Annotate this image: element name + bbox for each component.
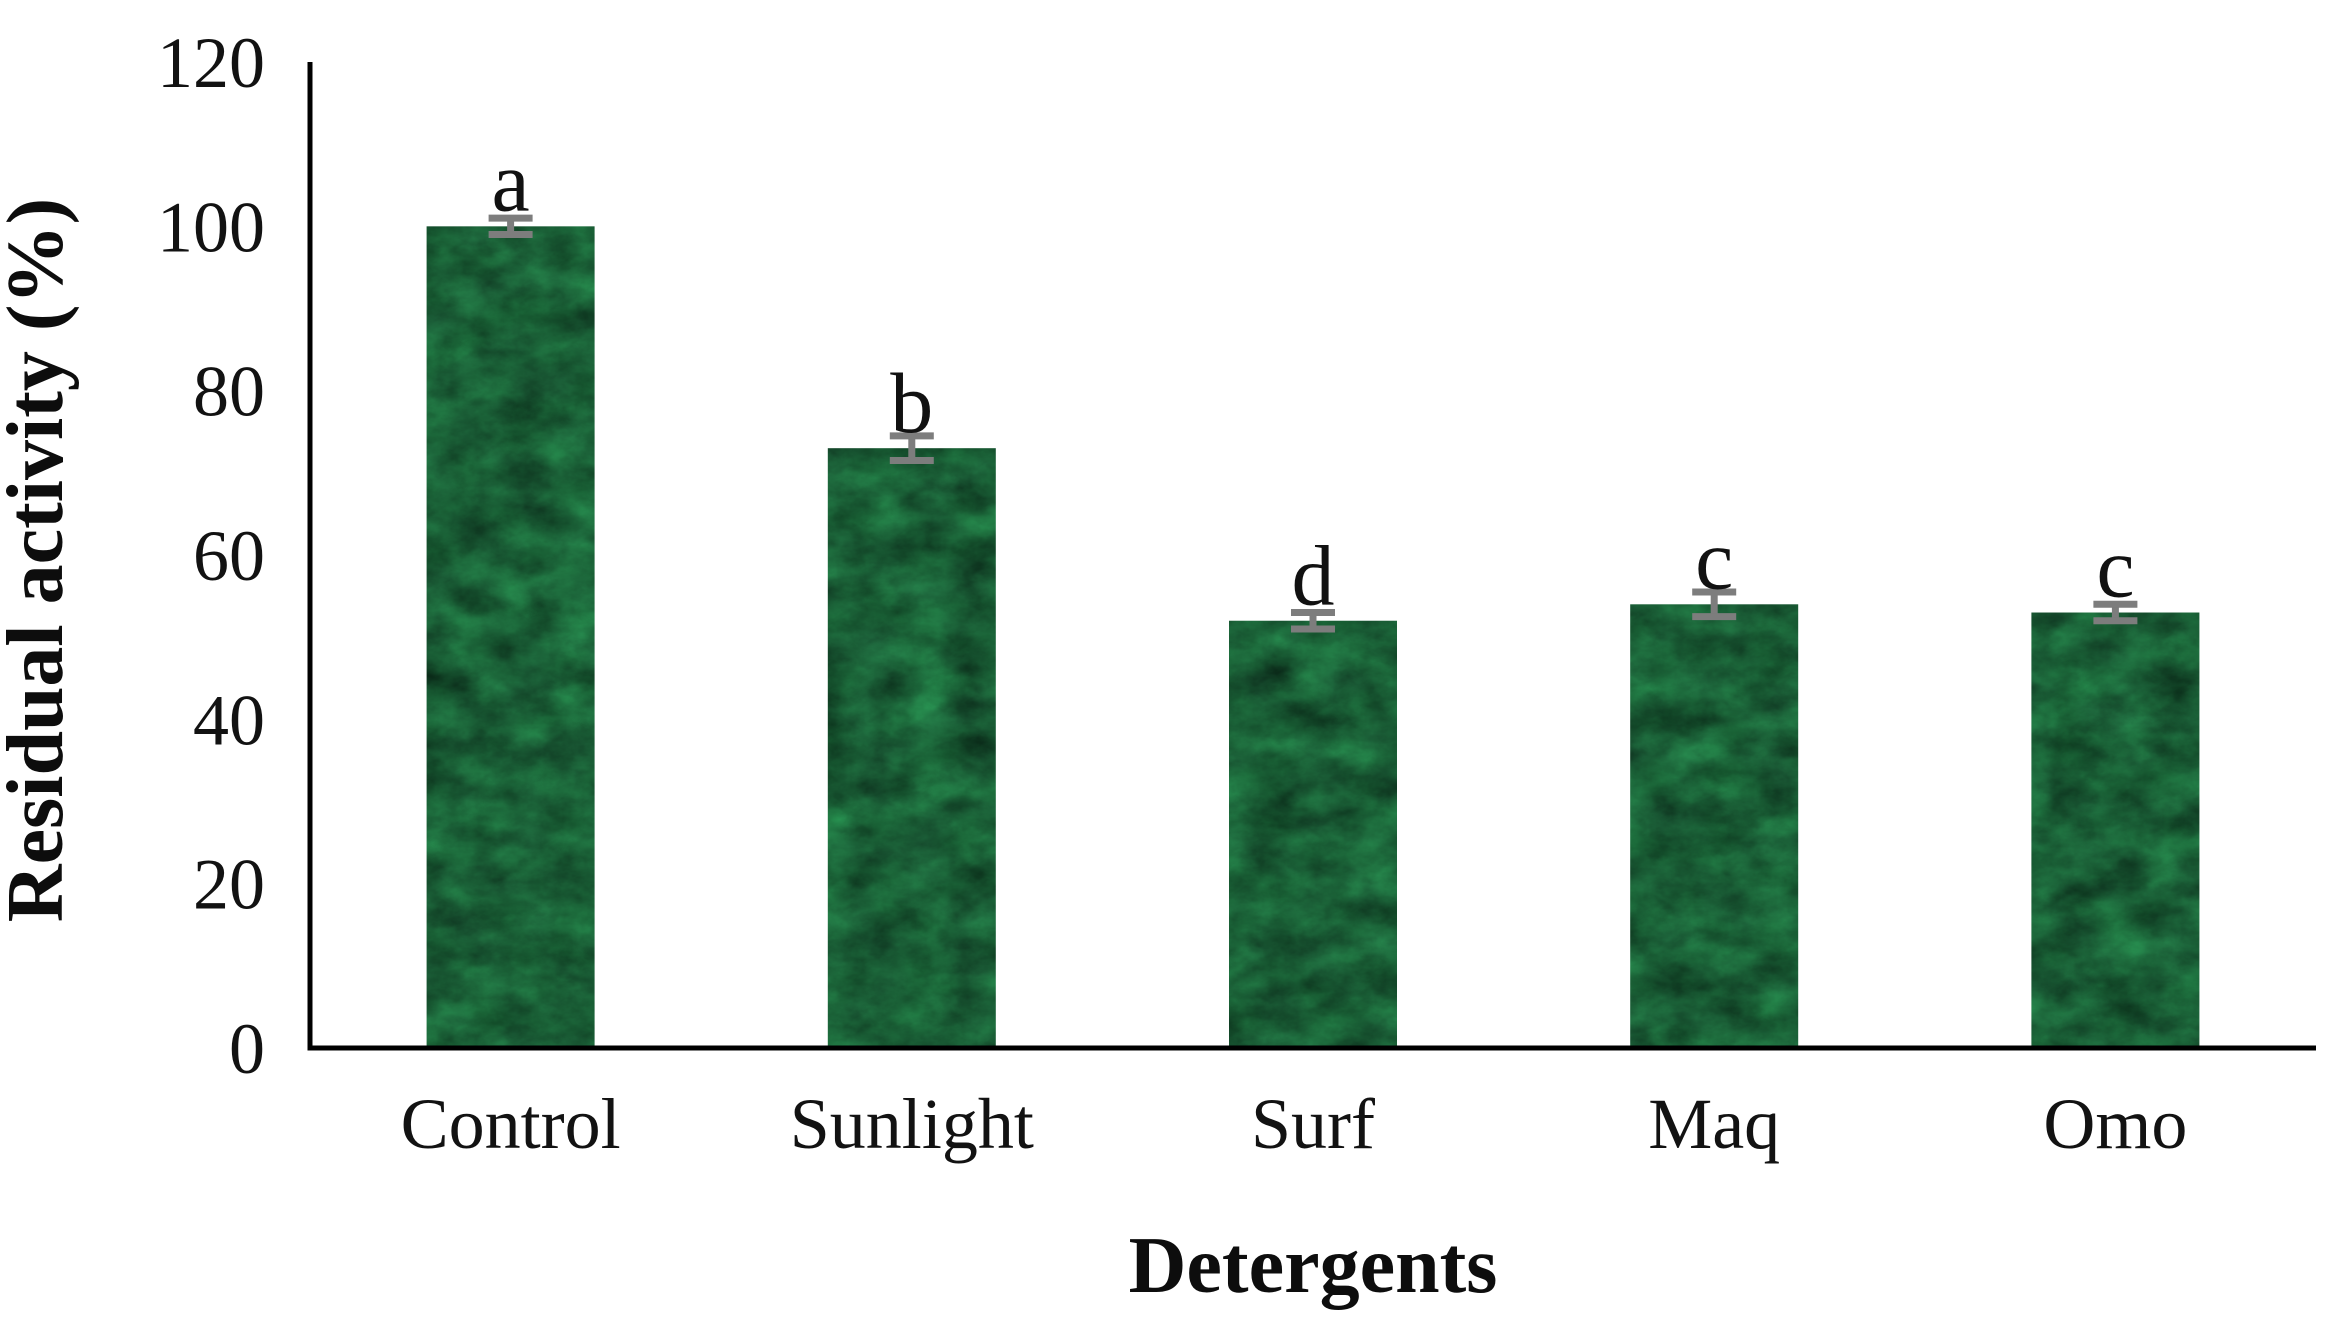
x-tick-label: Surf [1251,1084,1375,1164]
bar-significance-label: a [492,133,530,229]
y-tick-label: 40 [193,680,265,760]
y-tick-labels: 0 20 40 60 80 100 120 [157,23,265,1089]
bar-labels-group: a b d c c [492,133,2135,623]
x-tick-label: Maq [1648,1084,1780,1164]
bar-significance-label: b [890,355,933,451]
bar [1229,620,1397,1048]
y-tick-label: 60 [193,516,265,596]
y-tick-label: 100 [157,187,265,267]
x-tick-labels: Control Sunlight Surf Maq Omo [401,1084,2188,1164]
bar [827,448,996,1048]
error-bars-group [488,214,2138,633]
y-tick-label: 80 [193,352,265,432]
x-tick-label: Sunlight [790,1084,1034,1164]
bar-significance-label: d [1292,528,1335,624]
x-tick-label: Control [401,1084,621,1164]
y-tick-label: 0 [229,1009,265,1089]
bar-significance-label: c [2096,520,2134,616]
y-tick-label: 20 [193,845,265,925]
y-axis-title: Residual activity (%) [0,198,80,922]
bar [1630,604,1799,1048]
bars-group [426,226,2200,1049]
x-axis-title: Detergents [1129,1222,1498,1310]
axes [307,62,2316,1051]
bar-significance-label: c [1695,511,1733,607]
bar [2031,612,2200,1048]
y-tick-label: 120 [157,23,265,103]
x-tick-label: Omo [2043,1084,2187,1164]
bar [426,226,595,1049]
